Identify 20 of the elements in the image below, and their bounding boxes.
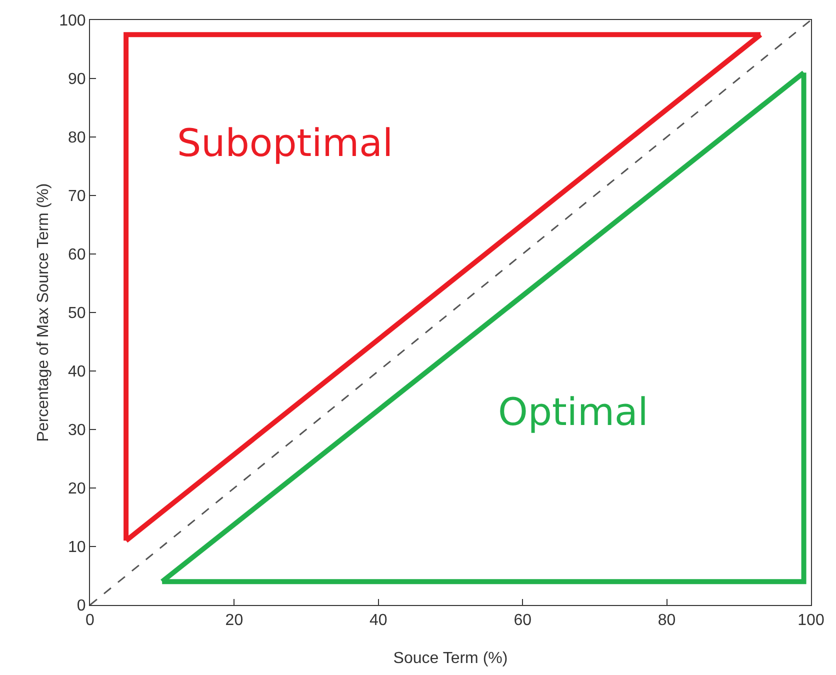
x-tick-label: 80 <box>658 612 676 630</box>
y-tick-label: 70 <box>68 188 86 206</box>
y-tick-label: 90 <box>68 71 86 88</box>
y-tick-label: 80 <box>68 130 86 147</box>
x-tick-label: 40 <box>370 612 388 630</box>
y-tick-label: 30 <box>68 422 86 440</box>
y-tick-label: 0 <box>76 598 86 615</box>
y-tick-label: 40 <box>68 364 86 381</box>
y-tick-label: 10 <box>68 539 86 556</box>
x-tick-label: 100 <box>798 612 824 630</box>
annotation: Suboptimal <box>177 121 394 165</box>
y-tick-label: 60 <box>68 246 86 264</box>
y-tick-label: 20 <box>68 480 86 498</box>
y-tick-label: 50 <box>68 305 86 322</box>
x-tick-label: 20 <box>225 612 244 630</box>
x-tick-label: 60 <box>514 612 532 630</box>
y-tick-label: 100 <box>59 12 86 30</box>
x-axis-title: Souce Term (%) <box>393 650 508 667</box>
y-axis-title: Percentage of Max Source Term (%) <box>35 183 52 442</box>
annotation: Optimal <box>498 390 648 434</box>
